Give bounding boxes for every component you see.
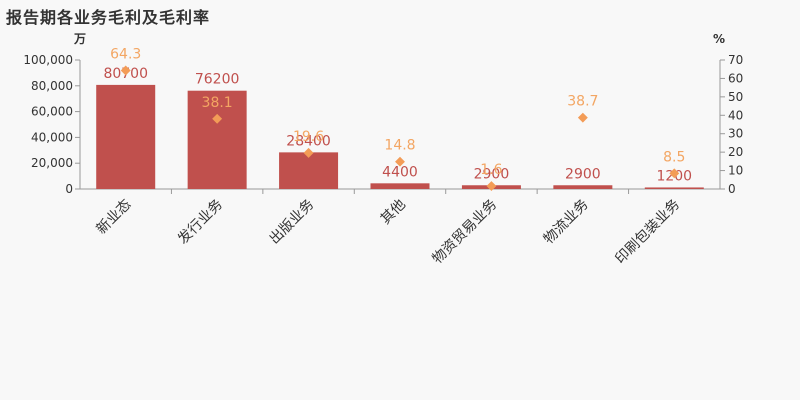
x-tick-label: 其他 — [378, 197, 409, 228]
right-tick-label: 30 — [728, 127, 743, 141]
rate-value-label: 19.6 — [293, 129, 324, 145]
rate-value-label: 8.5 — [663, 149, 685, 165]
left-tick-label: 20,000 — [31, 156, 73, 170]
bar — [644, 187, 704, 189]
rate-value-label: 1.6 — [480, 162, 502, 178]
right-tick-label: 10 — [728, 164, 743, 178]
x-tick-label: 发行业务 — [175, 197, 226, 248]
right-tick-label: 60 — [728, 71, 743, 85]
right-tick-label: 40 — [728, 108, 743, 122]
rate-value-label: 14.8 — [384, 138, 415, 154]
x-tick-label: 印刷包装业务 — [612, 197, 683, 268]
left-tick-label: 80,000 — [31, 79, 73, 93]
bar-value-label: 28400 — [286, 133, 331, 149]
x-tick-label: 新业态 — [94, 197, 135, 238]
rate-value-label: 38.7 — [567, 94, 598, 110]
x-tick-label: 出版业务 — [266, 197, 317, 248]
left-tick-label: 0 — [65, 182, 73, 196]
rate-marker — [486, 181, 497, 192]
right-tick-label: 50 — [728, 90, 743, 104]
right-tick-label: 70 — [728, 53, 743, 67]
bar-value-label: 2900 — [565, 166, 601, 182]
left-tick-label: 40,000 — [31, 130, 73, 144]
rate-marker — [120, 65, 131, 76]
bar-value-label: 4400 — [382, 164, 418, 180]
bar-value-label: 76200 — [195, 72, 240, 88]
bar-value-label: 2900 — [474, 166, 510, 182]
chart-title: 报告期各业务毛利及毛利率 — [6, 8, 211, 27]
left-tick-label: 100,000 — [23, 53, 73, 67]
right-tick-label: 20 — [728, 145, 743, 159]
bar — [96, 84, 156, 189]
left-axis-unit: 万 — [73, 32, 86, 46]
rate-marker — [303, 147, 314, 158]
x-tick-label: 物资贸易业务 — [430, 197, 501, 268]
rate-value-label: 64.3 — [110, 47, 141, 63]
rate-marker — [669, 168, 680, 179]
bar — [370, 183, 430, 189]
rate-marker — [395, 156, 405, 167]
right-tick-label: 0 — [728, 182, 736, 196]
x-tick-label: 物流业务 — [541, 197, 592, 248]
right-axis-unit: % — [713, 32, 725, 46]
rate-marker — [577, 112, 588, 123]
rate-value-label: 38.1 — [202, 95, 233, 111]
rate-marker — [212, 113, 223, 124]
bar — [279, 152, 339, 189]
bar — [553, 185, 613, 189]
bar — [187, 90, 247, 189]
left-tick-label: 60,000 — [31, 105, 73, 119]
